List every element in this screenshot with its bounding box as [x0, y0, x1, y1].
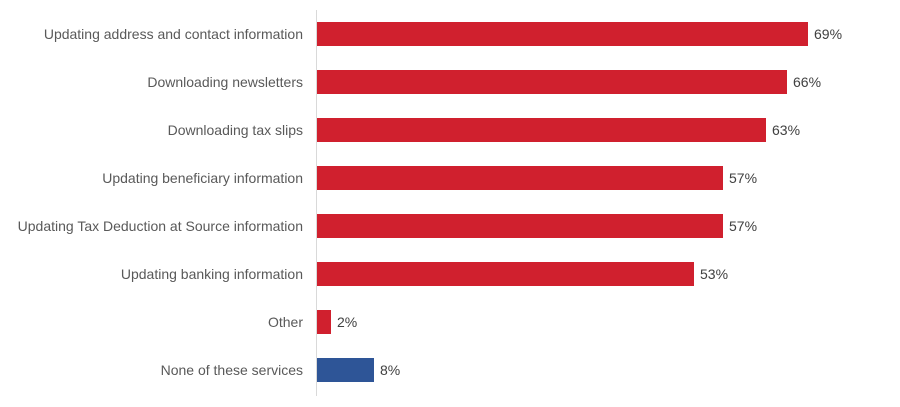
value-label: 69% — [814, 26, 843, 42]
category-label: Downloading tax slips — [167, 122, 303, 138]
category-label: Updating banking information — [120, 266, 303, 282]
value-label: 8% — [380, 362, 401, 378]
category-label: Other — [267, 314, 303, 330]
value-label: 57% — [729, 170, 758, 186]
bar — [317, 166, 723, 190]
bar-row: Downloading tax slips 63% — [0, 118, 900, 142]
bar — [317, 118, 766, 142]
value-label: 57% — [729, 218, 758, 234]
bar-row: Updating address and contact information… — [0, 22, 900, 46]
bar — [317, 262, 694, 286]
value-label: 53% — [700, 266, 729, 282]
category-label: Updating beneficiary information — [102, 170, 303, 186]
y-axis-line — [316, 10, 317, 396]
value-label: 2% — [337, 314, 358, 330]
bar-row: Updating Tax Deduction at Source informa… — [0, 214, 900, 238]
bar — [317, 22, 808, 46]
value-label: 63% — [772, 122, 801, 138]
bar-row: Downloading newsletters 66% — [0, 70, 900, 94]
bar — [317, 70, 787, 94]
bar-row: Updating banking information 53% — [0, 262, 900, 286]
category-label: Updating address and contact information — [43, 26, 303, 42]
bar-row: None of these services 8% — [0, 358, 900, 382]
category-label: None of these services — [160, 362, 303, 378]
bar — [317, 358, 374, 382]
bar-row: Other 2% — [0, 310, 900, 334]
bar-row: Updating beneficiary information 57% — [0, 166, 900, 190]
bar — [317, 214, 723, 238]
value-label: 66% — [793, 74, 822, 90]
category-label: Downloading newsletters — [147, 74, 303, 90]
category-label: Updating Tax Deduction at Source informa… — [17, 218, 303, 234]
bar — [317, 310, 331, 334]
